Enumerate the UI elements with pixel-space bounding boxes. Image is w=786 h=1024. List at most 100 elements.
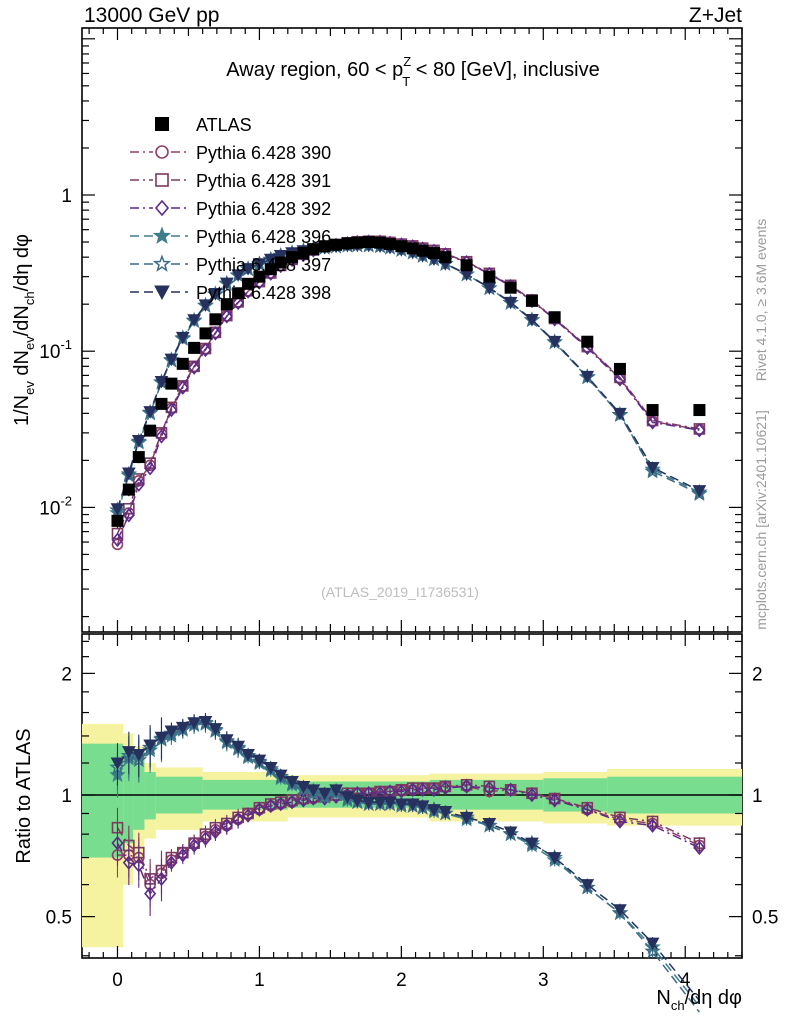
legend-item[interactable]: Pythia 6.428 398: [130, 283, 331, 303]
data-marker: [187, 717, 201, 730]
data-marker: [646, 818, 659, 833]
axis-labels: 1/Nev dNev/dNch/dη dφ Ratio to ATLAS Nch/d…: [11, 219, 769, 1013]
legend-item[interactable]: ATLAS: [155, 115, 252, 135]
legend-label: Pythia 6.428 390: [196, 143, 331, 163]
data-marker: [252, 754, 267, 768]
data-marker: [154, 199, 170, 217]
data-marker: [483, 270, 496, 283]
rivet-version-label: Rivet 4.1.0, ≥ 3.6M events: [753, 219, 769, 382]
data-marker: [176, 380, 189, 395]
ratio-uncertainty-band-inner: [123, 748, 134, 844]
data-marker: [110, 503, 125, 516]
data-marker: [285, 775, 299, 789]
data-marker: [504, 782, 517, 798]
data-marker: [580, 879, 595, 892]
data-marker: [318, 240, 331, 253]
data-marker: [373, 796, 387, 810]
data-marker: [361, 796, 376, 810]
data-marker: [613, 407, 627, 421]
data-marker: [122, 855, 135, 870]
data-marker: [198, 716, 213, 729]
data-marker: [645, 937, 660, 951]
data-marker: [110, 757, 125, 771]
plot-title: Away region, 60 < pZ T < 80 [GeV], inclus…: [226, 54, 599, 89]
data-marker: [241, 748, 255, 762]
data-marker: [232, 812, 245, 827]
main-ytick-label: 10-1: [39, 337, 72, 363]
data-marker: [111, 514, 124, 527]
mcplots-reference-label: mcplots.cern.ch [arXiv:2401.10621]: [753, 410, 769, 629]
analysis-watermark: (ATLAS_2019_I1736531): [321, 584, 479, 600]
data-marker: [143, 739, 157, 753]
data-marker: [188, 360, 201, 375]
ratio-ytick-label-right: 2: [752, 664, 763, 685]
data-marker: [525, 787, 538, 803]
data-marker: [187, 314, 201, 327]
data-marker: [273, 249, 288, 263]
data-marker: [155, 397, 168, 410]
main-series-line: [116, 240, 700, 541]
data-marker: [329, 784, 343, 797]
x-axis-label: Nch/dη dφ: [656, 987, 742, 1013]
data-marker: [525, 294, 538, 307]
data-marker: [253, 270, 266, 283]
data-marker: [286, 251, 299, 264]
data-marker: [209, 313, 222, 326]
data-marker: [263, 761, 278, 775]
data-marker: [341, 237, 354, 250]
data-marker: [548, 311, 561, 324]
ratio-series-line: [116, 721, 700, 1013]
data-marker: [439, 251, 452, 264]
data-marker: [175, 721, 190, 735]
process-label: Z+Jet: [689, 4, 742, 27]
data-marker: [253, 802, 266, 817]
data-marker: [231, 740, 245, 754]
data-marker: [286, 794, 299, 810]
data-marker: [165, 377, 178, 390]
data-marker: [580, 370, 595, 384]
data-marker: [131, 748, 146, 762]
data-marker: [122, 483, 135, 496]
data-marker: [406, 782, 419, 798]
data-marker: [208, 288, 223, 301]
legend-label: Pythia 6.428 396: [196, 227, 331, 247]
data-marker: [208, 723, 223, 736]
data-marker: [330, 238, 343, 251]
data-marker: [132, 858, 145, 873]
legend-item[interactable]: Pythia 6.428 391: [130, 171, 331, 191]
data-marker: [155, 871, 168, 887]
legend-item[interactable]: Pythia 6.428 390: [130, 143, 331, 163]
data-marker: [274, 796, 287, 812]
data-marker: [219, 277, 234, 291]
data-marker: [263, 253, 278, 267]
data-marker: [693, 840, 706, 856]
data-marker: [306, 784, 321, 797]
data-marker: [307, 243, 320, 256]
data-marker: [460, 259, 473, 272]
data-marker: [165, 855, 178, 870]
data-marker: [613, 362, 626, 375]
data-marker: [144, 424, 157, 437]
ratio-series-line: [116, 720, 700, 1001]
data-marker: [152, 226, 172, 244]
legend-item[interactable]: Pythia 6.428 392: [130, 199, 331, 219]
data-marker: [693, 422, 706, 438]
legend-item[interactable]: Pythia 6.428 397: [130, 254, 331, 275]
data-marker: [395, 240, 408, 253]
data-marker: [693, 404, 706, 417]
data-marker: [350, 794, 365, 808]
x-tick-label: 2: [396, 970, 407, 991]
data-marker: [482, 282, 497, 295]
data-marker: [264, 263, 277, 276]
data-marker: [155, 145, 169, 159]
data-marker: [274, 256, 287, 269]
main-ytick-label: 10-2: [39, 493, 72, 519]
legend-item[interactable]: Pythia 6.428 396: [130, 226, 331, 247]
data-marker: [459, 811, 474, 825]
data-marker: [188, 838, 201, 853]
legend-label: Pythia 6.428 391: [196, 171, 331, 191]
data-marker: [241, 263, 255, 276]
data-marker: [199, 342, 212, 358]
ratio-ytick-label: 2: [61, 664, 72, 685]
data-marker: [297, 247, 310, 260]
